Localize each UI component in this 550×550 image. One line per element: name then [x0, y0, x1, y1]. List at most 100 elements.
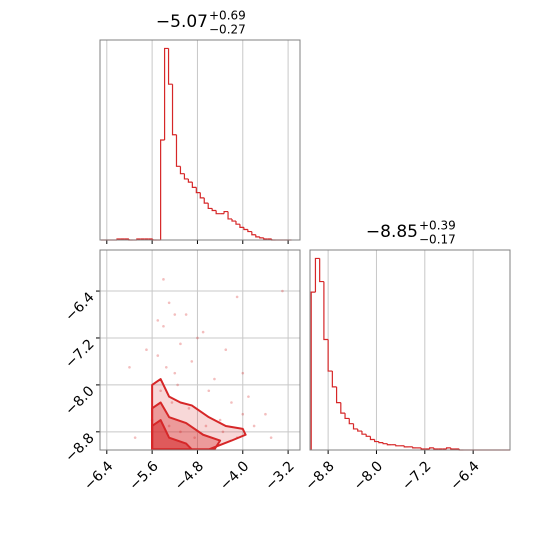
histogram-step	[199, 192, 205, 199]
panel-title: −8.85	[366, 222, 418, 242]
sample-point	[133, 436, 137, 439]
histogram-step	[235, 221, 240, 225]
sample-point	[128, 366, 131, 369]
sample-point	[241, 412, 245, 416]
histogram-step	[263, 237, 268, 240]
title-upper: +0.69	[209, 9, 246, 23]
x-tick-label: −4.8	[172, 458, 207, 493]
sample-point	[241, 371, 245, 375]
histogram-step	[227, 211, 233, 220]
histogram-step	[310, 291, 316, 450]
histogram-step	[323, 281, 329, 341]
sample-point	[221, 430, 225, 434]
histogram-step	[160, 139, 165, 240]
x-tick-label: −4.0	[217, 458, 252, 493]
histogram-step	[167, 48, 173, 85]
histogram-step	[374, 439, 379, 443]
histogram-step	[382, 442, 388, 445]
histogram-step	[207, 203, 213, 210]
histogram-step	[243, 227, 248, 231]
sample-point	[173, 313, 177, 316]
x-tick-label: −8.0	[351, 458, 386, 493]
x-tick-label: −8.8	[302, 458, 337, 493]
sample-point	[196, 336, 199, 340]
sample-point	[173, 371, 177, 375]
histogram-step	[403, 445, 409, 448]
sample-point	[281, 289, 284, 293]
sample-point	[184, 313, 188, 316]
histogram-step	[239, 224, 244, 228]
histogram-step	[429, 447, 434, 449]
histogram-step	[331, 371, 337, 388]
histogram-step	[369, 436, 375, 441]
title-lower: −0.27	[209, 23, 246, 37]
histogram-step	[163, 47, 169, 140]
histogram-step	[211, 208, 217, 212]
sample-point	[179, 342, 182, 346]
histogram-step	[357, 428, 362, 432]
y-tick-label: −8.0	[62, 383, 97, 418]
histogram-step	[255, 234, 260, 238]
histogram-step	[378, 441, 384, 444]
x-tick-label: −6.4	[81, 458, 116, 493]
histogram-step	[335, 386, 341, 404]
histogram-step	[348, 418, 354, 425]
sample-point	[213, 377, 216, 381]
sample-point	[207, 389, 211, 393]
histogram-step	[319, 258, 324, 283]
sample-point	[164, 366, 168, 369]
histogram-step	[247, 229, 252, 233]
sample-point	[187, 407, 191, 410]
sample-point	[230, 401, 233, 404]
histogram-step	[314, 257, 320, 293]
sample-point	[201, 330, 205, 334]
histogram-step	[445, 447, 451, 449]
histogram-step	[433, 447, 439, 450]
panel-frame	[99, 249, 301, 451]
panel-title: −5.07	[156, 12, 208, 32]
sample-point	[156, 354, 160, 357]
histogram-step	[450, 447, 456, 450]
sample-point	[247, 395, 250, 398]
histogram-step	[259, 236, 264, 239]
sample-point	[218, 418, 222, 422]
sample-point	[162, 324, 165, 328]
histogram-step	[171, 84, 177, 136]
sample-point	[179, 430, 182, 434]
histogram-step	[223, 210, 229, 214]
sample-point	[264, 412, 267, 416]
panel-frame	[99, 39, 301, 241]
sample-point	[204, 424, 208, 428]
sample-point	[162, 278, 165, 281]
title-upper: +0.39	[419, 219, 456, 233]
y-tick-label: −6.4	[62, 289, 97, 324]
density-contour	[151, 378, 247, 451]
title-lower: −0.17	[419, 233, 456, 247]
sample-point	[193, 436, 196, 439]
sample-point	[167, 301, 171, 305]
histogram-step	[187, 178, 193, 183]
histogram-step	[327, 339, 333, 372]
histogram-step	[175, 134, 181, 167]
y-tick-label: −8.8	[62, 430, 97, 465]
x-tick-label: −3.2	[262, 458, 297, 493]
histogram-step	[361, 431, 367, 435]
histogram-step	[412, 446, 417, 449]
sample-point	[159, 389, 162, 393]
panel-frame	[309, 249, 511, 451]
density-contour	[151, 419, 193, 451]
x-tick-label: −6.4	[447, 458, 482, 493]
histogram-step	[352, 423, 358, 430]
histogram-step	[386, 443, 392, 446]
histogram-step	[420, 447, 426, 450]
sample-point	[156, 319, 160, 322]
histogram-step	[183, 173, 189, 180]
x-tick-label: −5.6	[126, 458, 161, 493]
sample-point	[235, 295, 239, 299]
sample-point	[224, 348, 228, 352]
histogram-step	[251, 231, 256, 236]
y-tick-label: −7.2	[62, 336, 97, 371]
sample-point	[167, 424, 171, 428]
histogram-step	[191, 182, 197, 188]
